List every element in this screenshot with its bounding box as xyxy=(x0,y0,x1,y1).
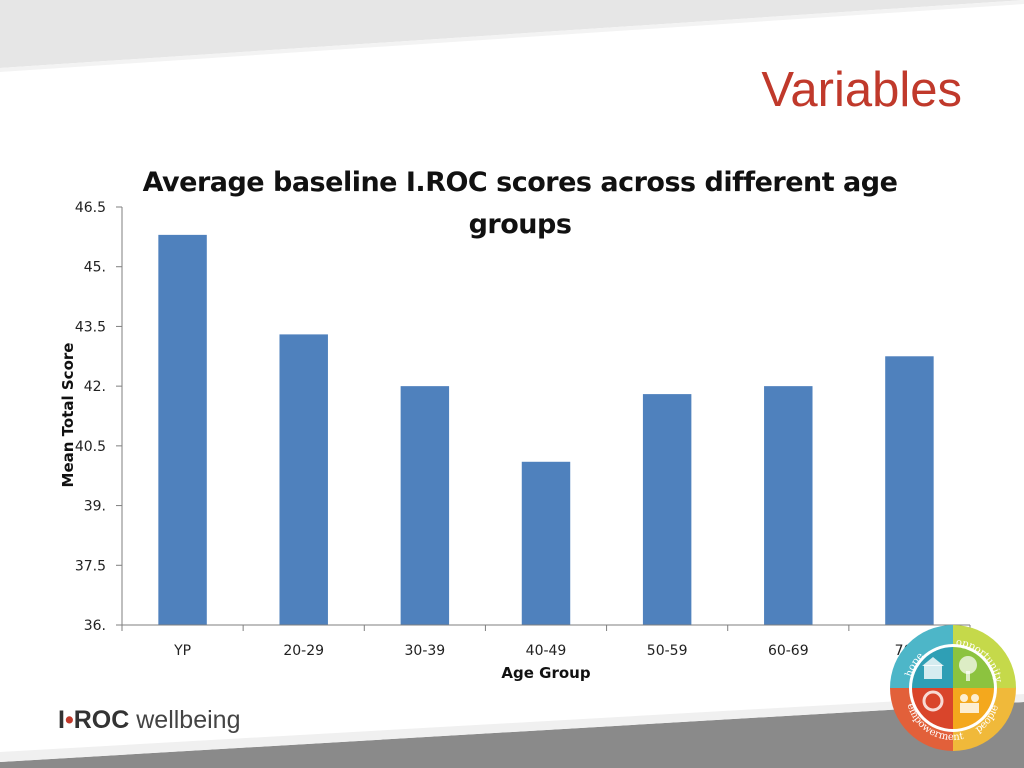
bar xyxy=(158,234,207,625)
y-tick-label: 40.5 xyxy=(75,439,106,455)
x-tick-label: 40-49 xyxy=(526,643,567,659)
bottom-gray-band xyxy=(0,702,1024,768)
bar xyxy=(764,386,813,625)
slide-title: Variables xyxy=(761,63,962,117)
brand-dot: • xyxy=(64,706,74,734)
y-axis-title: Mean Total Score xyxy=(59,343,77,488)
bar xyxy=(279,334,328,625)
y-tick-label: 46.5 xyxy=(75,200,106,216)
bar xyxy=(885,356,934,625)
wellbeing-wheel-icon: hope opportunity empowerment people xyxy=(890,625,1016,751)
x-tick-label: YP xyxy=(173,643,191,659)
brand-text-wellbeing: wellbeing xyxy=(136,706,241,734)
y-tick-label: 37.5 xyxy=(75,558,106,574)
bottom-band-highlight xyxy=(0,694,1024,762)
bar xyxy=(642,394,692,625)
bar xyxy=(400,386,450,625)
chart-title: Average baseline I.ROC scores across dif… xyxy=(142,167,898,240)
y-tick-label: 43.5 xyxy=(75,319,106,335)
y-tick-label: 45. xyxy=(84,260,106,276)
x-tick-label: 60-69 xyxy=(768,643,809,659)
brand-text-i: I xyxy=(58,706,65,734)
y-tick-label: 42. xyxy=(84,379,106,395)
y-tick-label: 39. xyxy=(84,499,106,515)
brand-text-roc: ROC xyxy=(73,706,130,734)
x-tick-label: 30-39 xyxy=(405,643,446,659)
y-tick-label: 36. xyxy=(84,618,106,634)
x-tick-label: 20-29 xyxy=(283,643,324,659)
brand-logo: I•ROC wellbeing xyxy=(58,706,240,735)
top-band-shadow xyxy=(0,0,1024,72)
x-tick-label: 50-59 xyxy=(647,643,688,659)
x-axis-title: Age Group xyxy=(501,664,590,682)
bar xyxy=(521,461,571,625)
